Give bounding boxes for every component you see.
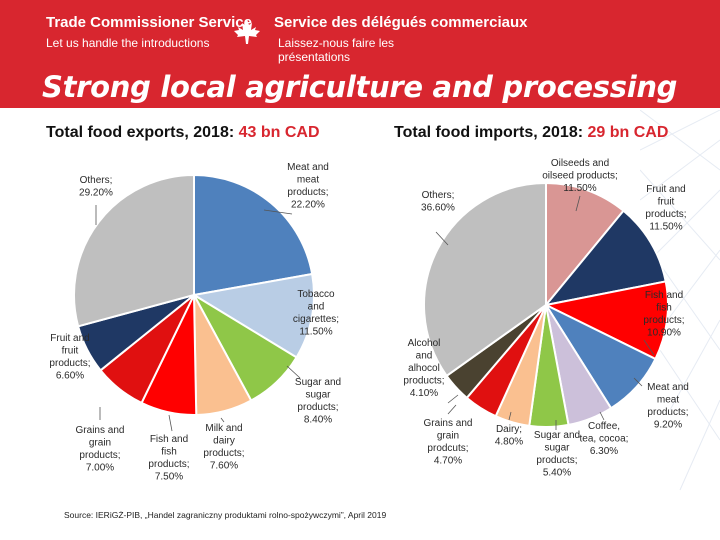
- tagline-en: Let us handle the introductions: [46, 36, 210, 50]
- exports-label-fish-and-fish-products: Fish and fish products; 7.50%: [148, 434, 189, 483]
- exports-label-fruit-and-fruit-products: Fruit and fruit products; 6.60%: [49, 333, 90, 382]
- exports-label-others: Others; 29.20%: [79, 175, 113, 199]
- imports-leader-line: [435, 231, 449, 246]
- imports-subtitle: Total food imports, 2018: 29 bn CAD: [394, 124, 668, 142]
- exports-leader-line: [263, 209, 293, 215]
- imports-total-value: 29 bn CAD: [587, 124, 669, 141]
- imports-label-coffee-tea-cocoa: Coffee, tea, cocoa; 6.30%: [580, 421, 629, 457]
- exports-slice-meat-and-meat-products: [193, 173, 314, 297]
- exports-total-value: 43 bn CAD: [238, 124, 320, 141]
- imports-subtitle-prefix: Total food imports, 2018:: [394, 124, 584, 141]
- brand-name-fr: Service des délégués commerciaux: [274, 14, 528, 31]
- imports-leader-line: [643, 339, 655, 356]
- imports-label-oilseeds-and-oilseed-products: Oilseeds and oilseed products; 11.50%: [542, 158, 618, 194]
- imports-leader-line: [447, 404, 457, 415]
- exports-label-sugar-and-sugar-products: Sugar and sugar products; 8.40%: [295, 377, 341, 426]
- exports-label-grains-and-grain-products: Grains and grain products; 7.00%: [76, 425, 125, 474]
- maple-leaf-icon: [234, 19, 260, 44]
- imports-label-meat-and-meat-products: Meat and meat products; 9.20%: [647, 382, 689, 431]
- imports-label-sugar-and-sugar-products: Sugar and sugar products; 5.40%: [534, 430, 580, 479]
- source-note: Source: IERiGŻ-PIB, „Handel zagraniczny …: [64, 510, 387, 520]
- page-title: Strong local agriculture and processing: [42, 70, 678, 104]
- imports-label-alcohol-and-alhocol-products: Alcohol and alhocol products; 4.10%: [403, 338, 444, 399]
- exports-label-milk-and-dairy-products: Milk and dairy products; 7.60%: [203, 423, 244, 472]
- exports-subtitle-prefix: Total food exports, 2018:: [46, 124, 235, 141]
- imports-label-others: Others; 36.60%: [421, 190, 455, 214]
- imports-leader-line: [447, 394, 459, 404]
- imports-leader-line: [633, 377, 643, 387]
- imports-label-dairy: Dairy; 4.80%: [495, 424, 523, 448]
- imports-slice-fruit-and-fruit-products: [543, 209, 667, 307]
- brand-name-en: Trade Commissioner Service: [46, 14, 252, 31]
- exports-leader-line: [168, 414, 173, 432]
- exports-slice-others: [73, 173, 195, 328]
- imports-label-fruit-and-fruit-products: Fruit and fruit products; 11.50%: [645, 184, 686, 233]
- exports-leader-line: [286, 365, 301, 379]
- imports-leader-line: [508, 411, 512, 421]
- imports-leader-line: [575, 195, 581, 212]
- exports-leader-line: [220, 417, 225, 423]
- imports-leader-line: [599, 411, 605, 421]
- exports-slice-tobacco-and-cigarettes: [191, 272, 315, 359]
- imports-slice-oilseeds-and-oilseed-products: [545, 181, 625, 308]
- exports-label-meat-and-meat-products: Meat and meat products; 22.20%: [287, 162, 329, 211]
- imports-slice-fish-and-fish-products: [542, 280, 669, 361]
- exports-label-tobacco-and-cigarettes: Tobacco and cigarettes; 11.50%: [293, 289, 339, 338]
- imports-pie: [423, 181, 669, 428]
- tagline-fr: Laissez-nous faire les présentations: [278, 36, 395, 64]
- exports-subtitle: Total food exports, 2018: 43 bn CAD: [46, 124, 320, 142]
- exports-pie: [73, 173, 315, 416]
- header-banner: Trade Commissioner Service Let us handle…: [0, 0, 720, 108]
- imports-slice-others: [423, 181, 547, 378]
- imports-label-fish-and-fish-products: Fish and fish products; 10.90%: [643, 290, 684, 339]
- imports-label-grains-and-grain-products: Grains and grain prodcuts; 4.70%: [424, 418, 473, 467]
